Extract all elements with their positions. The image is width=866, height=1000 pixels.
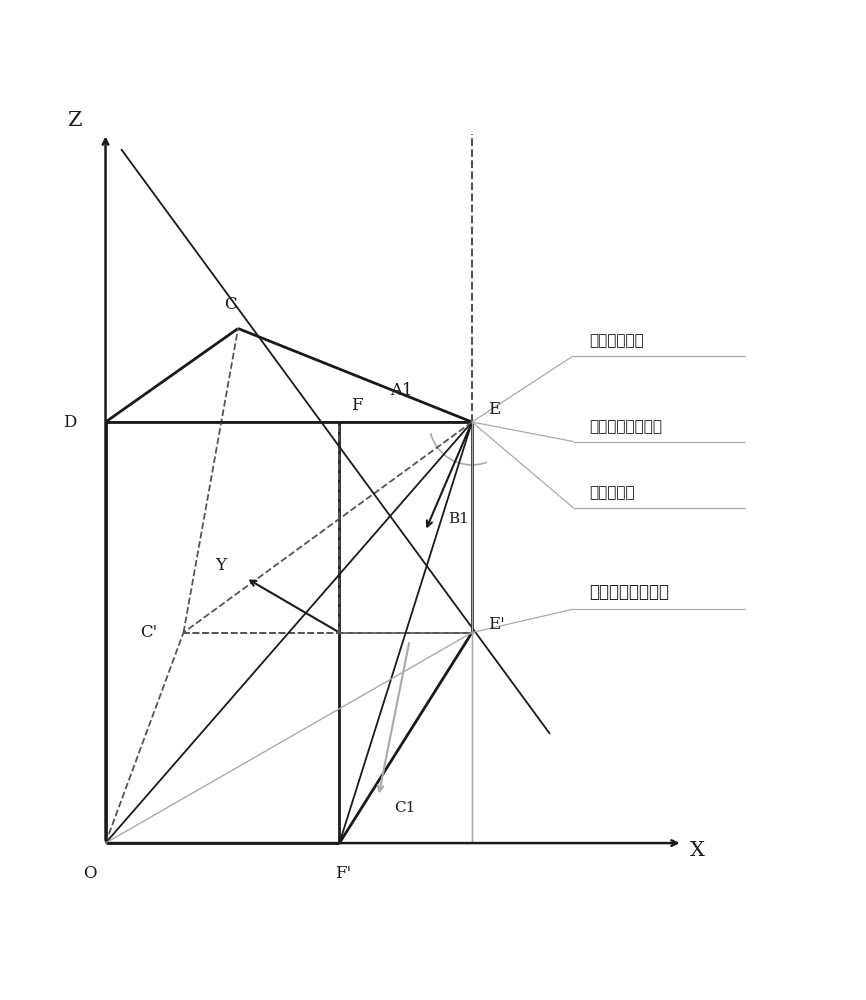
Text: Y: Y [215, 557, 226, 574]
Text: 弯曲导向器法向量: 弯曲导向器法向量 [589, 419, 662, 434]
Text: X: X [690, 841, 705, 860]
Text: C: C [224, 296, 236, 313]
Text: C1: C1 [394, 801, 416, 815]
Text: O: O [83, 865, 97, 882]
Text: F': F' [335, 865, 352, 882]
Text: E': E' [488, 616, 504, 633]
Text: 气膜孔中心: 气膜孔中心 [589, 485, 635, 500]
Text: D: D [62, 414, 76, 431]
Text: B1: B1 [449, 512, 469, 526]
Text: 弯曲导向器投影面: 弯曲导向器投影面 [589, 583, 669, 601]
Text: C': C' [140, 624, 158, 641]
Text: E: E [488, 401, 500, 418]
Text: F: F [351, 397, 363, 414]
Text: 电极进给方向: 电极进给方向 [589, 333, 643, 348]
Text: Z: Z [67, 111, 81, 130]
Text: A1: A1 [390, 382, 413, 399]
